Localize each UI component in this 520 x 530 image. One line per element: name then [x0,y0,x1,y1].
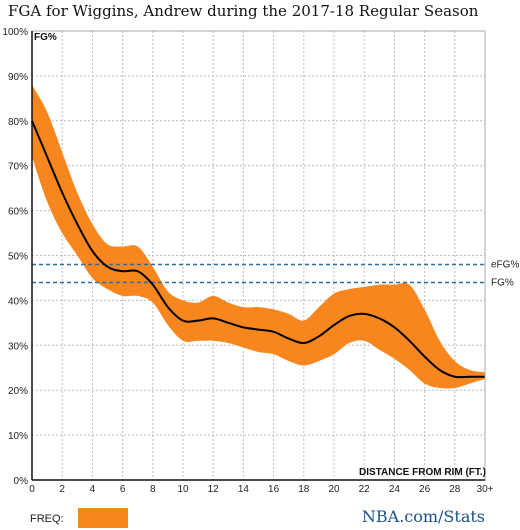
y-tick-label: 20% [8,386,28,397]
x-tick-label: 24 [389,484,401,495]
reference-line-label: eFG% [491,259,519,270]
x-tick-label: 12 [208,484,220,495]
x-tick-label: 26 [419,484,431,495]
x-axis-label: DISTANCE FROM RIM (FT.) [359,467,486,478]
reference-lines: eFG% FG% [32,259,519,288]
freq-label: FREQ: [30,513,64,525]
x-tick-label: 6 [120,484,126,495]
x-tick-label: 10 [177,484,189,495]
y-tick-label: 40% [8,296,28,307]
y-tick-label: 90% [8,72,28,83]
x-tick-label: 4 [90,484,96,495]
x-tick-label: 30+ [477,484,494,495]
x-tick-label: 8 [150,484,156,495]
x-tick-label: 2 [59,484,65,495]
fg-percentage-line [31,120,485,379]
x-tick-label: 0 [29,484,35,495]
x-tick-label: 28 [449,484,461,495]
y-tick-label: 80% [8,117,28,128]
y-tick-label: 70% [8,162,28,173]
series-layer [31,120,485,379]
y-tick-label: 0% [14,476,29,487]
freq-band-layer [32,84,485,389]
y-tick-label: 10% [8,431,28,442]
freq-band [32,84,485,389]
y-tick-label: 60% [8,207,28,218]
x-tick-label: 18 [298,484,310,495]
x-tick-label: 14 [238,484,250,495]
axis-layer: 0%10%20%30%40%50%60%70%80%90%100%0 2 4 6 8 10… [2,27,493,495]
y-axis-label: FG% [34,32,57,43]
freq-legend-swatch [78,508,128,528]
x-tick-label: 22 [359,484,371,495]
reference-line-label: FG% [491,277,514,288]
chart-title: FGA for Wiggins, Andrew during the 2017-… [8,2,479,20]
source-brand: NBA.com/Stats [362,507,485,526]
x-tick-label: 20 [328,484,340,495]
y-tick-label: 50% [8,252,28,263]
y-tick-label: 30% [8,341,28,352]
y-tick-label: 100% [2,27,28,38]
x-tick-label: 16 [268,484,280,495]
